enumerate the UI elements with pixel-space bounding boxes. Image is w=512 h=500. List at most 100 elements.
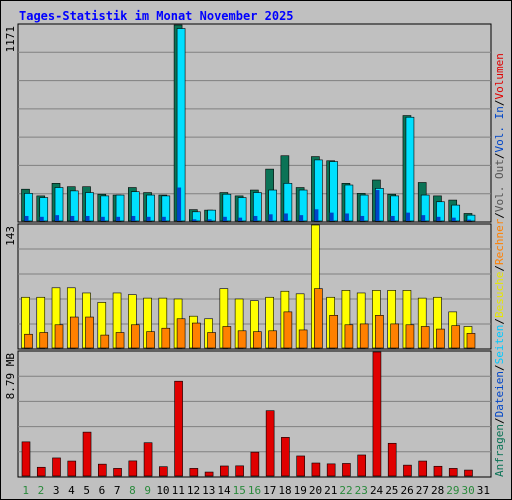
- panel-bottom: 8.79 MB: [4, 350, 492, 478]
- bar-volumen: [67, 460, 77, 477]
- bar-volumen: [448, 468, 458, 477]
- bar-rechner: [253, 331, 262, 349]
- bar-volumen: [113, 468, 122, 477]
- bar-rechner: [176, 318, 186, 349]
- bar-rechner: [146, 331, 155, 349]
- bar-volumen: [189, 468, 199, 477]
- bar-rechner: [54, 324, 64, 349]
- bar-rechner: [466, 333, 476, 349]
- bar-volumen: [250, 451, 260, 477]
- bar-seiten: [421, 215, 426, 221]
- legend-entry: Seiten: [493, 325, 506, 365]
- day-label: 29: [446, 484, 459, 497]
- day-label: 17: [263, 484, 276, 497]
- day-label: 9: [144, 484, 151, 497]
- bar-rechner: [314, 288, 323, 349]
- bar-seiten: [116, 216, 121, 221]
- bar-seiten: [253, 215, 258, 221]
- bar-rechner: [405, 324, 415, 349]
- bar-seiten: [268, 214, 273, 221]
- day-label: 7: [114, 484, 121, 497]
- bar-volumen: [204, 471, 214, 477]
- legend-entry: /: [493, 212, 506, 219]
- legend-entry: /: [493, 265, 506, 272]
- bar-rechner: [329, 315, 338, 349]
- bar-volumen: [342, 463, 351, 477]
- right-legend: Anfragen/Dateien/Seiten/Besuche/Rechner/…: [493, 53, 506, 477]
- bar-dateien: [405, 116, 415, 222]
- panel-top: 1171: [4, 23, 492, 223]
- bar-seiten: [360, 215, 365, 221]
- legend-entry: Vol. Out: [493, 159, 506, 212]
- bar-volumen: [326, 463, 336, 477]
- bar-volumen: [311, 462, 321, 477]
- bar-dateien: [329, 161, 338, 222]
- bar-rechner: [390, 323, 399, 349]
- legend-entry: /: [493, 318, 506, 325]
- day-label: 3: [53, 484, 60, 497]
- y-max-label: 8.79 MB: [4, 353, 17, 400]
- day-label: 5: [83, 484, 90, 497]
- bar-rechner: [192, 322, 201, 349]
- bar-rechner: [115, 332, 125, 349]
- legend-entry: /: [493, 417, 506, 424]
- bar-rechner: [85, 316, 94, 349]
- bar-seiten: [131, 215, 136, 221]
- bar-rechner: [24, 333, 33, 349]
- day-label: 28: [431, 484, 444, 497]
- bar-volumen: [128, 460, 138, 477]
- bar-volumen: [52, 457, 61, 477]
- day-label: 15: [233, 484, 246, 497]
- day-label: 2: [38, 484, 45, 497]
- legend-entry: Vol. In: [493, 106, 506, 152]
- day-label: 26: [400, 484, 413, 497]
- bar-seiten: [451, 217, 456, 221]
- bar-seiten: [238, 217, 243, 221]
- day-label: 27: [416, 484, 429, 497]
- bar-volumen: [21, 441, 31, 477]
- day-label: 6: [99, 484, 106, 497]
- bar-seiten: [299, 215, 304, 221]
- day-label: 10: [156, 484, 169, 497]
- y-max-label: 1171: [4, 26, 17, 53]
- bar-seiten: [314, 209, 319, 221]
- bar-volumen: [265, 410, 275, 477]
- day-label: 18: [278, 484, 291, 497]
- bar-rechner: [207, 332, 216, 349]
- bar-volumen: [296, 455, 305, 477]
- bar-volumen: [36, 466, 46, 477]
- bar-seiten: [161, 216, 166, 221]
- bar-rechner: [39, 332, 49, 349]
- bar-volumen: [418, 460, 428, 477]
- bar-seiten: [39, 216, 44, 221]
- bar-rechner: [298, 329, 308, 349]
- day-label: 14: [217, 484, 231, 497]
- bar-rechner: [100, 334, 110, 349]
- day-label: 22: [339, 484, 352, 497]
- bar-seiten: [436, 216, 441, 221]
- x-axis-day-labels: 1 2 3 4 5 6 7 8 9 10 11 12 13 14 15 16 17 18 19 20 21 22 23 24 2…: [22, 484, 490, 497]
- chart-title: Tages-Statistik im Monat November 2025: [19, 9, 294, 23]
- day-label: 16: [248, 484, 261, 497]
- bar-volumen: [433, 465, 443, 477]
- bar-seiten: [344, 213, 349, 221]
- bar-seiten: [70, 215, 75, 221]
- bar-volumen: [372, 351, 382, 477]
- bar-volumen: [97, 463, 107, 477]
- legend-entry: /: [493, 364, 506, 371]
- day-label: 12: [187, 484, 200, 497]
- bar-volumen: [220, 465, 229, 477]
- bar-rechner: [436, 328, 445, 349]
- day-label: 20: [309, 484, 322, 497]
- day-label: 25: [385, 484, 398, 497]
- day-label: 1: [22, 484, 29, 497]
- bar-seiten: [24, 215, 29, 221]
- y-max-label: 143: [4, 226, 17, 246]
- day-label: 4: [68, 484, 75, 497]
- bar-rechner: [283, 311, 293, 349]
- chart-panels: 1171 143 8.79 MB: [4, 23, 492, 478]
- bar-rechner: [359, 323, 369, 349]
- bar-volumen: [235, 465, 244, 477]
- day-label: 31: [477, 484, 490, 497]
